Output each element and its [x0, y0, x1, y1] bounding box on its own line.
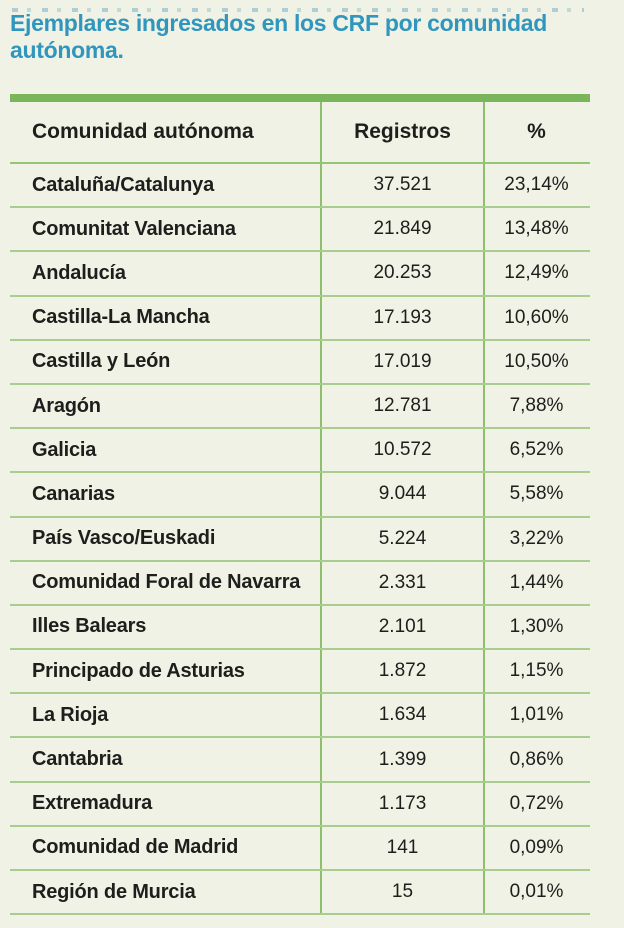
cell-registros: 1.872	[320, 650, 483, 693]
table-row: Illes Balears 2.101 1,30%	[10, 605, 590, 651]
cell-percent: 13,48%	[483, 208, 588, 251]
cell-registros: 1.173	[320, 782, 483, 825]
cell-comunidad: Región de Murcia	[32, 880, 196, 903]
cell-comunidad: Andalucía	[32, 261, 126, 284]
table-row: Aragón 12.781 7,88%	[10, 384, 590, 430]
table-row: La Rioja 1.634 1,01%	[10, 694, 590, 739]
cell-percent: 0,01%	[483, 871, 588, 914]
cell-registros: 15	[320, 871, 483, 914]
table-row: Castilla y León 17.019 10,50%	[10, 340, 590, 385]
cell-registros: 20.253	[320, 252, 483, 295]
table-row: Comunitat Valenciana 21.849 13,48%	[10, 208, 590, 253]
clipped-previous-line-remnant	[12, 8, 584, 12]
cell-comunidad: Comunidad Foral de Navarra	[32, 571, 301, 594]
cell-percent: 1,15%	[483, 650, 588, 693]
table-row: Comunidad de Madrid 141 0,09%	[10, 826, 590, 871]
table-row: Principado de Asturias 1.872 1,15%	[10, 650, 590, 695]
table-row: Canarias 9.044 5,58%	[10, 473, 590, 518]
cell-percent: 1,01%	[483, 694, 588, 737]
cell-percent: 5,58%	[483, 473, 588, 516]
table-row: Comunidad Foral de Navarra 2.331 1,44%	[10, 561, 590, 606]
table-row: Galicia 10.572 6,52%	[10, 429, 590, 474]
cell-percent: 0,72%	[483, 782, 588, 825]
data-table: Comunidad autónoma Registros % Cataluña/…	[10, 94, 590, 916]
cell-comunidad: Galicia	[32, 438, 97, 461]
column-header-percent: %	[483, 102, 588, 162]
cell-registros: 9.044	[320, 473, 483, 516]
column-header-registros: Registros	[320, 102, 483, 162]
cell-percent: 1,30%	[483, 605, 588, 649]
cell-comunidad: Aragón	[32, 394, 101, 417]
cell-registros: 17.193	[320, 296, 483, 339]
table-row: Andalucía 20.253 12,49%	[10, 252, 590, 297]
cell-percent: 10,60%	[483, 296, 588, 339]
cell-comunidad: Principado de Asturias	[32, 659, 245, 682]
cell-percent: 0,09%	[483, 826, 588, 869]
cell-percent: 3,22%	[483, 517, 588, 560]
cell-comunidad: País Vasco/Euskadi	[32, 527, 216, 550]
cell-percent: 6,52%	[483, 429, 588, 472]
cell-comunidad: Comunidad de Madrid	[32, 836, 239, 859]
cell-percent: 12,49%	[483, 252, 588, 295]
cell-comunidad: Canarias	[32, 482, 115, 505]
cell-registros: 2.331	[320, 561, 483, 604]
cell-comunidad: Cataluña/Catalunya	[32, 173, 215, 196]
cell-percent: 0,86%	[483, 738, 588, 781]
cell-comunidad: Illes Balears	[32, 615, 147, 638]
cell-registros: 10.572	[320, 429, 483, 472]
cell-percent: 1,44%	[483, 561, 588, 604]
cell-percent: 23,14%	[483, 164, 588, 207]
cell-comunidad: Castilla y León	[32, 350, 171, 373]
cell-percent: 10,50%	[483, 340, 588, 383]
table-row: Cataluña/Catalunya 37.521 23,14%	[10, 164, 590, 209]
cell-registros: 141	[320, 826, 483, 869]
figure: Ejemplares ingresados en los CRF por com…	[10, 8, 590, 916]
cell-registros: 17.019	[320, 340, 483, 383]
table-header-row: Comunidad autónoma Registros %	[10, 102, 590, 164]
table-row: Cantabria 1.399 0,86%	[10, 738, 590, 783]
cell-percent: 7,88%	[483, 384, 588, 428]
cell-registros: 5.224	[320, 517, 483, 560]
cell-registros: 21.849	[320, 208, 483, 251]
cell-registros: 2.101	[320, 605, 483, 649]
cell-registros: 12.781	[320, 384, 483, 428]
cell-comunidad: Castilla-La Mancha	[32, 306, 210, 329]
cell-registros: 1.634	[320, 694, 483, 737]
table-row: Castilla-La Mancha 17.193 10,60%	[10, 296, 590, 341]
cell-registros: 1.399	[320, 738, 483, 781]
cell-registros: 37.521	[320, 164, 483, 207]
cell-comunidad: Cantabria	[32, 748, 123, 771]
column-header-comunidad: Comunidad autónoma	[32, 120, 254, 143]
table-row: Extremadura 1.173 0,72%	[10, 782, 590, 827]
cell-comunidad: Comunitat Valenciana	[32, 217, 236, 240]
cell-comunidad: La Rioja	[32, 703, 109, 726]
table-row: Región de Murcia 15 0,01%	[10, 871, 590, 916]
table-body: Cataluña/Catalunya 37.521 23,14% Comunit…	[10, 164, 590, 916]
page-title: Ejemplares ingresados en los CRF por com…	[10, 10, 548, 63]
table-row: País Vasco/Euskadi 5.224 3,22%	[10, 517, 590, 562]
cell-comunidad: Extremadura	[32, 792, 153, 815]
